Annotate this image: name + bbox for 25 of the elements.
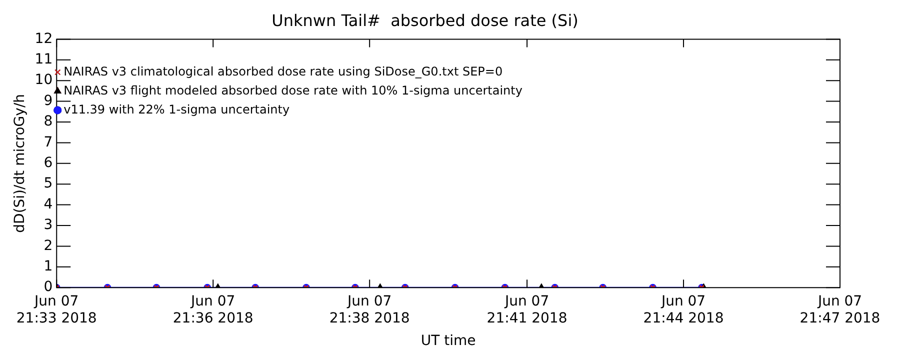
x-tick-label: Jun 07 21:47 2018 bbox=[800, 294, 880, 326]
y-axis-title: dD(Si)/dt microGy/h bbox=[12, 94, 28, 233]
legend-label: NAIRAS v3 climatological absorbed dose rate using SiDose_G0.txt SEP=0 bbox=[64, 64, 503, 78]
legend-label: v11.39 with 22% 1-sigma uncertainty bbox=[64, 102, 290, 116]
y-tick-label: 7 bbox=[44, 134, 53, 150]
y-tick-label: 2 bbox=[44, 238, 53, 254]
y-tick-label: 11 bbox=[34, 52, 53, 68]
y-tick-label: 12 bbox=[34, 30, 53, 47]
x-tick-label: Jun 07 21:33 2018 bbox=[16, 294, 97, 326]
y-tick-label: 8 bbox=[44, 114, 53, 130]
y-tick-label: 3 bbox=[44, 217, 53, 234]
chart-title: Unknwn Tail# absorbed dose rate (Si) bbox=[272, 10, 578, 30]
x-tick-label: Jun 07 21:36 2018 bbox=[172, 294, 254, 326]
y-tick-label: 1 bbox=[44, 258, 53, 275]
y-tick-label: 6 bbox=[44, 155, 53, 172]
y-tick-label: 5 bbox=[44, 176, 53, 192]
y-tick-label: 0 bbox=[44, 279, 53, 296]
y-tick-label: 9 bbox=[44, 92, 53, 109]
legend-label: NAIRAS v3 flight modeled absorbed dose rate with 10% 1-sigma uncertainty bbox=[64, 83, 522, 98]
x-axis-title: UT time bbox=[420, 333, 476, 350]
x-tick-label: Jun 07 21:44 2018 bbox=[643, 294, 724, 326]
x-tick-label: Jun 07 21:38 2018 bbox=[329, 294, 410, 326]
y-tick-label: 4 bbox=[44, 196, 53, 212]
x-tick-label: Jun 07 21:41 2018 bbox=[486, 294, 568, 326]
y-tick-label: 10 bbox=[34, 72, 53, 88]
